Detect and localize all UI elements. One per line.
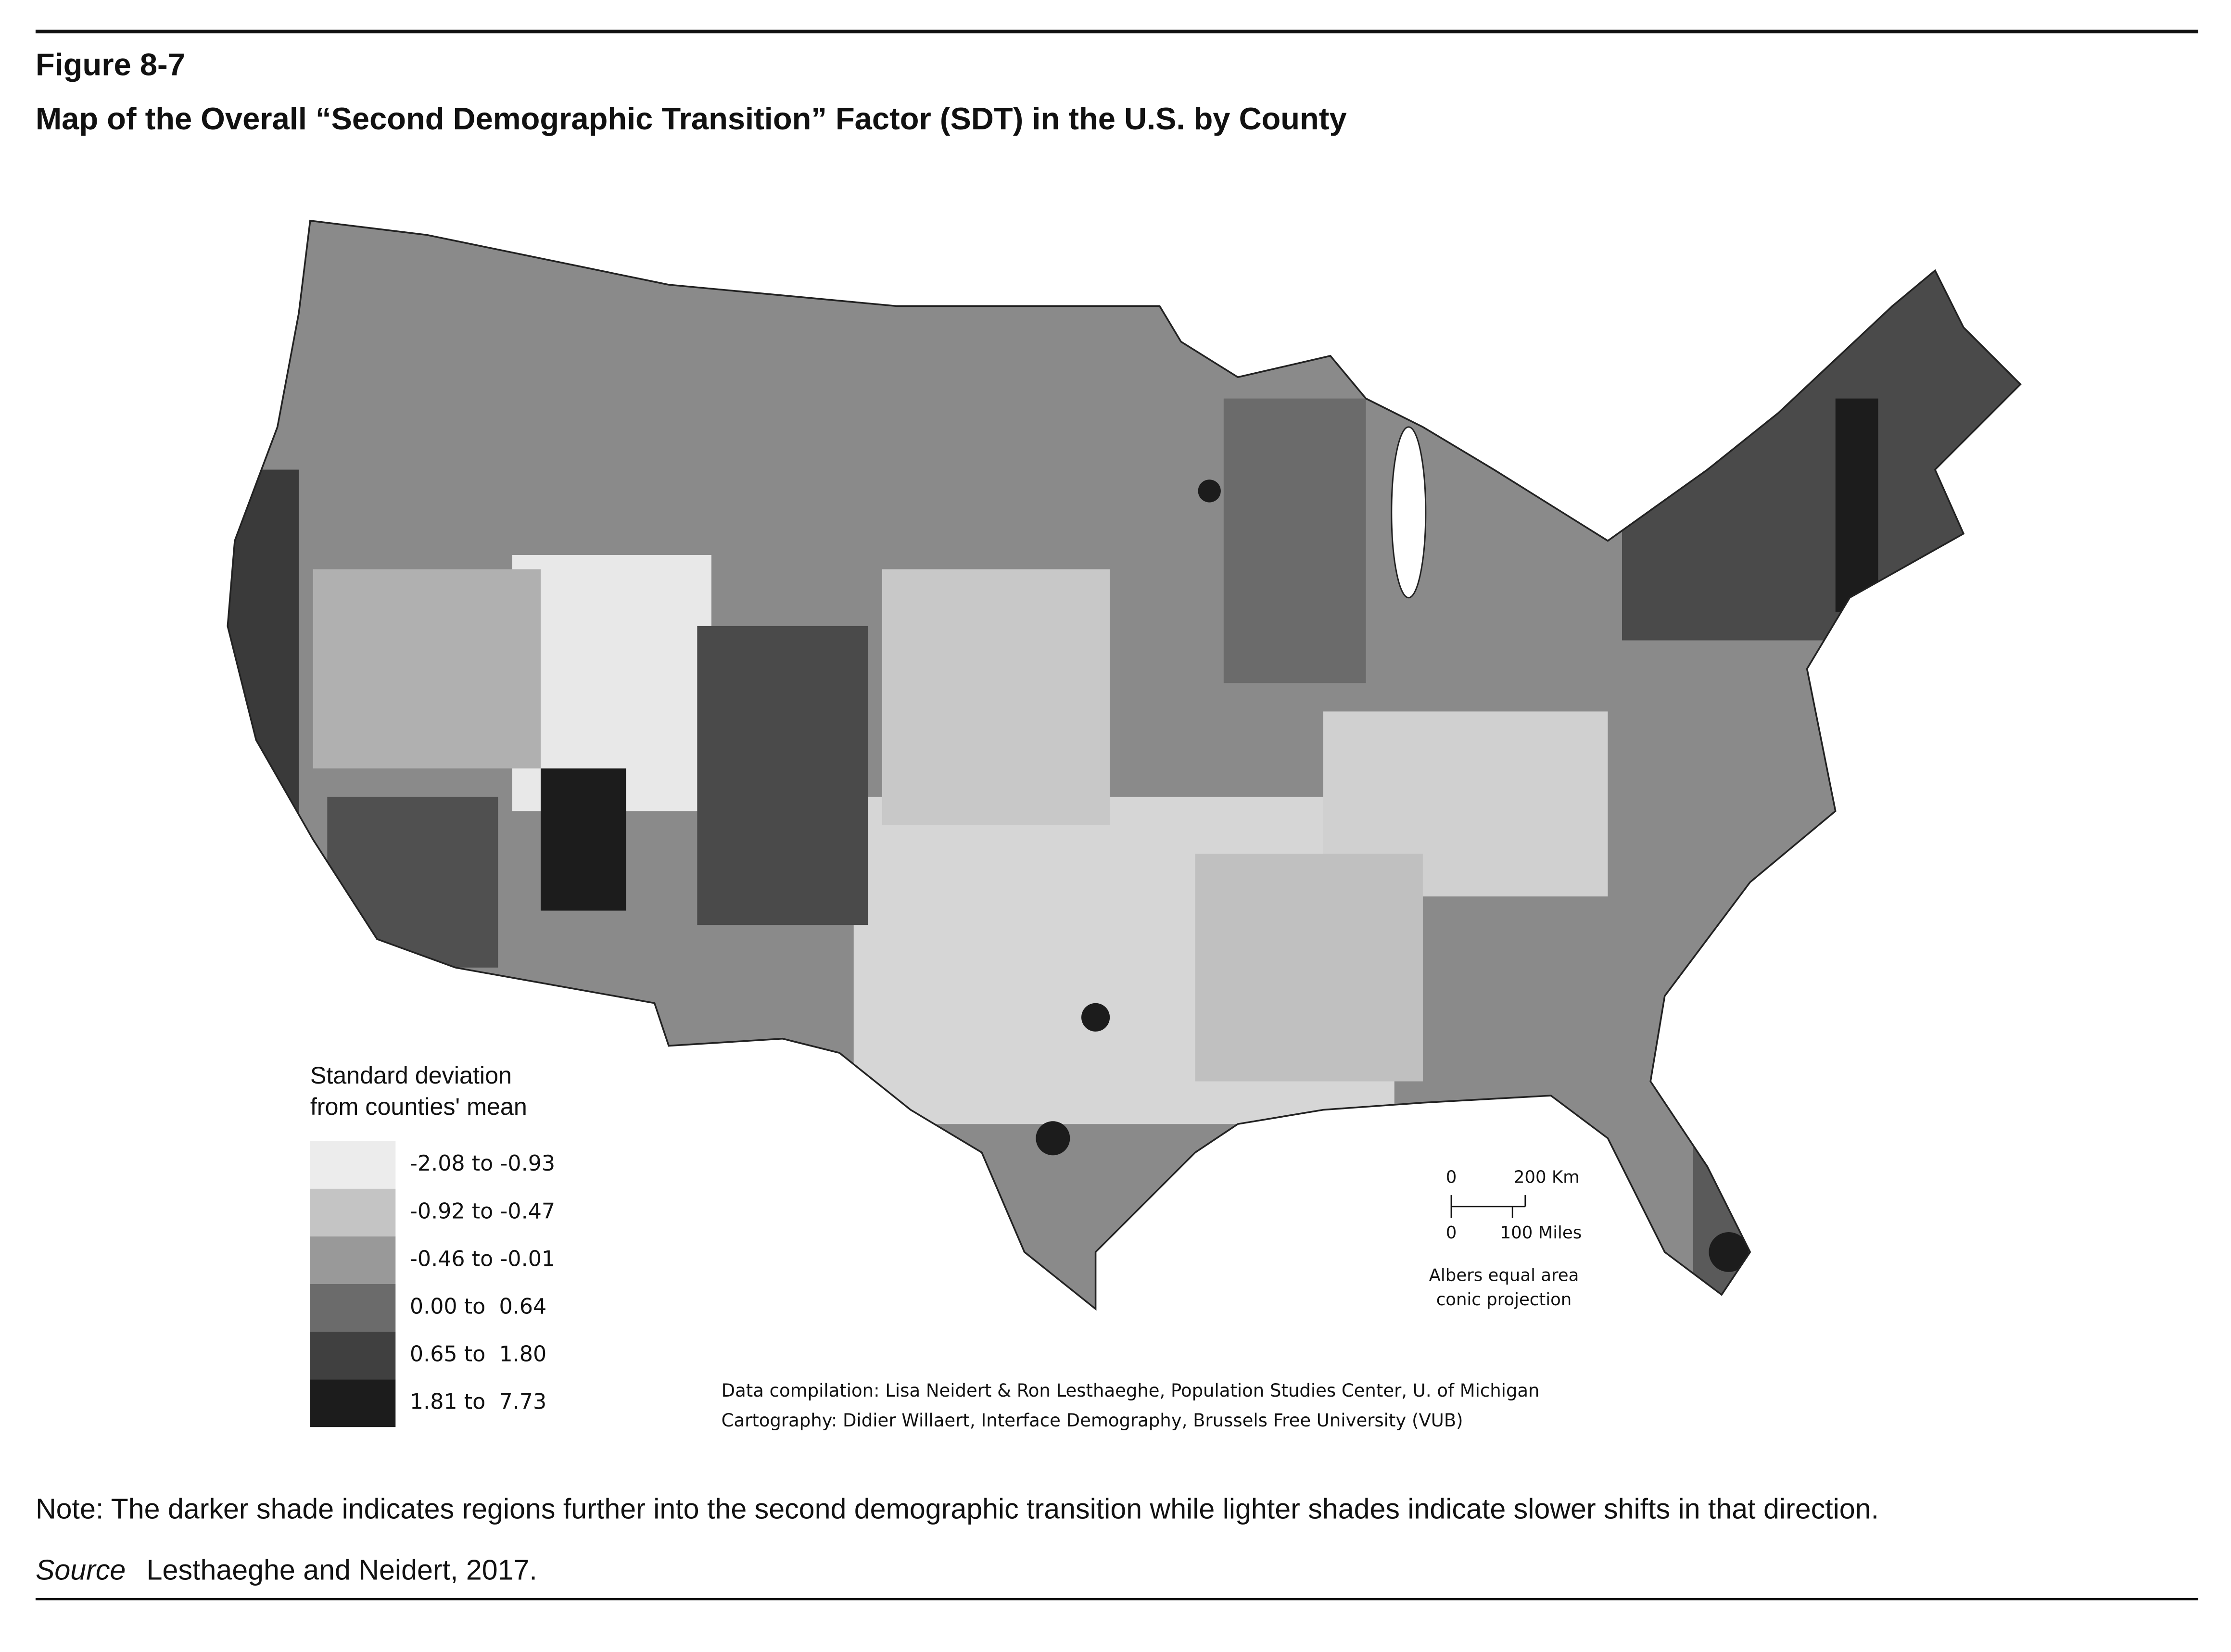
legend-swatch — [310, 1284, 396, 1332]
legend-label: -0.46 to -0.01 — [410, 1247, 555, 1271]
legend-label: 1.81 to 7.73 — [410, 1390, 546, 1414]
legend-swatch — [310, 1332, 396, 1380]
scale-km-label: 200 Km — [1514, 1168, 1580, 1187]
legend-label: -0.92 to -0.47 — [410, 1199, 555, 1223]
projection: conic projection — [1436, 1290, 1572, 1310]
legend-title: from counties' mean — [310, 1093, 527, 1120]
credit: Data compilation: Lisa Neidert & Ron Les… — [722, 1380, 1540, 1401]
source-text: Lesthaeghe and Neidert, 2017. — [147, 1554, 537, 1586]
legend-swatch — [310, 1236, 396, 1284]
note: Note: The darker shade indicates regions… — [36, 1492, 1879, 1525]
credit: Cartography: Didier Willaert, Interface … — [722, 1410, 1463, 1431]
legend-label: 0.00 to 0.64 — [410, 1294, 546, 1319]
legend: -2.08 to -0.93 -0.92 to -0.47 -0.46 to -0.… — [310, 1141, 555, 1427]
scale-mi-label: 100 Miles — [1500, 1223, 1582, 1243]
figure-number: Figure 8-7 — [36, 47, 185, 82]
legend-label: -2.08 to -0.93 — [410, 1151, 555, 1176]
legend-swatch — [310, 1188, 396, 1236]
scale-bar — [1450, 1195, 1526, 1218]
projection: Albers equal area — [1429, 1266, 1579, 1286]
figure-title: Map of the Overall “Second Demographic T… — [36, 101, 1347, 136]
legend-label: 0.65 to 1.80 — [410, 1342, 546, 1367]
legend-swatch — [310, 1379, 396, 1427]
scale-km-zero: 0 — [1446, 1168, 1457, 1187]
scale-mi-zero: 0 — [1446, 1223, 1457, 1243]
legend-title: Standard deviation — [310, 1061, 512, 1089]
source-label: Source — [36, 1554, 126, 1586]
lake-michigan — [1391, 426, 1427, 599]
legend-swatch — [310, 1141, 396, 1189]
us-outline — [227, 219, 2022, 1311]
